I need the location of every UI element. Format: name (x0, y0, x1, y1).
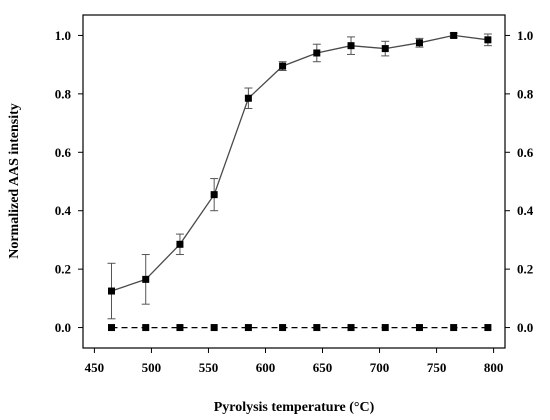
data-point (108, 287, 116, 295)
x-tick-label: 450 (85, 360, 105, 375)
data-point (450, 31, 458, 39)
series-layer (107, 31, 492, 332)
series-line (111, 34, 488, 292)
x-tick-label: 500 (142, 360, 162, 375)
data-point (347, 324, 355, 332)
plot-frame (82, 14, 506, 349)
series-1 (107, 31, 492, 320)
data-point (347, 42, 355, 50)
y-tick-label-right: 0.6 (517, 145, 534, 160)
y-tick-label-left: 0.8 (55, 86, 72, 101)
data-point (279, 324, 287, 332)
x-tick-label: 700 (370, 360, 390, 375)
data-point (210, 191, 218, 199)
ticks-layer: 450 500 550 600 650 700 750 800 0.0 0.0 0.2 0.2 0.4 0… (55, 28, 534, 375)
data-point (176, 240, 184, 248)
y-axis-title: Normalized AAS intensity (7, 103, 22, 259)
data-point (381, 324, 389, 332)
data-point (108, 324, 116, 332)
data-point (450, 324, 458, 332)
data-point (484, 36, 492, 44)
y-tick-label-right: 0.4 (517, 203, 534, 218)
data-point (381, 45, 389, 53)
data-point (415, 39, 423, 47)
y-tick-label-right: 0.0 (517, 320, 533, 335)
x-tick-label: 800 (484, 360, 504, 375)
data-point (244, 324, 252, 332)
data-point (142, 324, 150, 332)
data-point (484, 324, 492, 332)
y-tick-label-right: 1.0 (517, 28, 533, 43)
data-point (210, 324, 218, 332)
data-point (279, 62, 287, 70)
y-tick-label-left: 0.2 (55, 262, 71, 277)
data-point (244, 94, 252, 102)
data-point (142, 275, 150, 283)
x-tick-label: 750 (427, 360, 447, 375)
x-tick-label: 650 (313, 360, 333, 375)
y-tick-label-left: 1.0 (55, 28, 71, 43)
y-tick-label-right: 0.8 (517, 86, 534, 101)
x-tick-label: 550 (199, 360, 219, 375)
y-tick-label-left: 0.0 (55, 320, 71, 335)
data-point (415, 324, 423, 332)
y-tick-label-left: 0.4 (55, 203, 72, 218)
x-axis-title: Pyrolysis temperature (°C) (214, 400, 375, 415)
y-tick-label-right: 0.2 (517, 262, 533, 277)
data-point (313, 324, 321, 332)
series-2 (108, 324, 492, 332)
data-point (313, 49, 321, 57)
x-tick-label: 600 (256, 360, 276, 375)
y-tick-label-left: 0.6 (55, 145, 72, 160)
data-point (176, 324, 184, 332)
